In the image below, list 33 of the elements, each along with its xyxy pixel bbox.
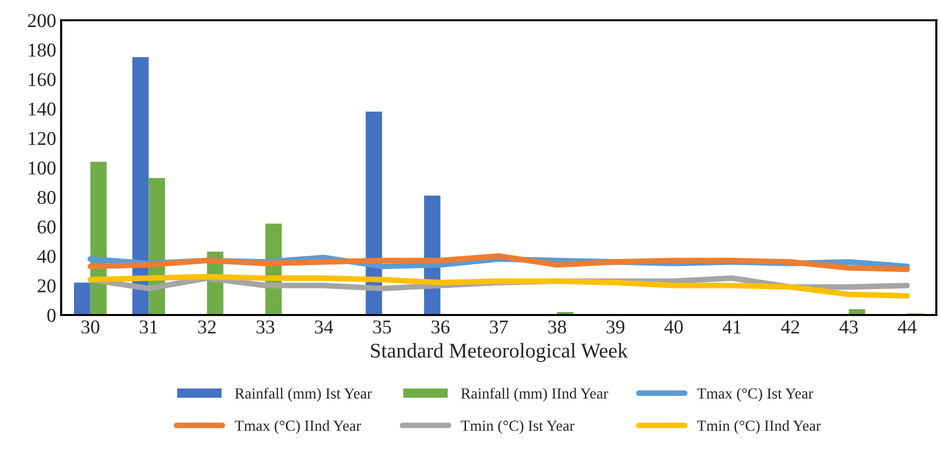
- x-tick-label: 43: [839, 320, 858, 334]
- legend-label: Tmin (°C) IInd Year: [697, 420, 821, 434]
- y-tick-label: 60: [38, 220, 56, 234]
- y-tick-label: 200: [28, 14, 56, 28]
- legend-label: Tmax (°C) IInd Year: [234, 420, 362, 434]
- legend-label: Tmax (°C) Ist Year: [697, 388, 814, 402]
- y-tick-label: 100: [28, 161, 56, 175]
- y-tick-label: 140: [28, 102, 56, 116]
- legend-label: Rainfall (mm) Ist Year: [234, 388, 372, 402]
- x-tick-label: 34: [314, 320, 334, 334]
- y-tick-label: 180: [28, 44, 56, 57]
- x-tick-label: 33: [256, 320, 274, 334]
- x-tick-label: 44: [898, 320, 917, 334]
- x-tick-label: 31: [140, 320, 158, 334]
- x-tick-label: 30: [82, 320, 100, 334]
- x-tick-label: 35: [373, 320, 392, 334]
- x-tick-label: 32: [198, 320, 216, 334]
- y-tick-label: 0: [47, 308, 56, 322]
- x-tick-label: 41: [722, 320, 741, 334]
- x-tick-label: 37: [490, 320, 508, 334]
- legend-label: Tmin (°C) Ist Year: [460, 420, 574, 434]
- x-tick-label: 36: [432, 320, 450, 334]
- y-tick-label: 40: [37, 250, 56, 263]
- y-tick-label: 20: [38, 279, 56, 292]
- x-tick-label: 38: [548, 320, 566, 334]
- y-tick-label: 160: [28, 73, 56, 86]
- y-tick-label: 80: [38, 190, 56, 204]
- x-tick-label: 42: [781, 320, 800, 334]
- y-tick-label: 120: [28, 132, 56, 146]
- x-tick-label: 39: [606, 320, 624, 334]
- x-axis-title: Standard Meteorological Week: [370, 343, 628, 362]
- legend-label: Rainfall (mm) IInd Year: [461, 388, 608, 402]
- x-tick-label: 40: [664, 320, 683, 334]
